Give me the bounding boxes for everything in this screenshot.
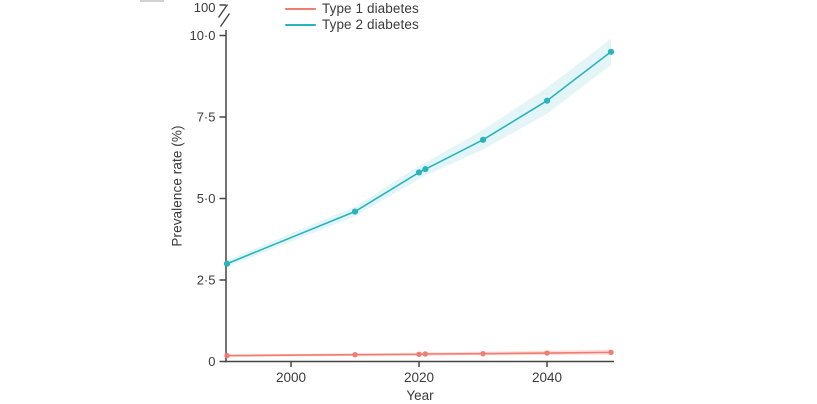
y-axis-title: Prevalence rate (%) [169,125,185,247]
type-1-diabetes-point [416,351,422,358]
type-2-diabetes-point [607,48,615,55]
axes: 100 0 2·5 5·0 7·5 10·0 2000 2020 2040 [189,0,614,385]
type-1-diabetes-point [544,350,550,356]
y-tick-label-100: 100 [194,0,216,15]
type-1-diabetes-points [224,349,614,359]
y-tick-label: 5·0 [197,191,216,206]
x-axis-title: Year [406,388,434,403]
legend-label-type-2: Type 2 diabetes [322,17,419,32]
legend: Type 1 diabetes Type 2 diabetes [285,1,419,33]
type-2-diabetes-point [479,136,487,143]
axis-break-slash-1 [217,4,229,18]
type-2-diabetes-confidence-band [227,38,611,267]
cropped-text-artifact [140,0,164,2]
x-tick-label: 2000 [276,370,306,385]
legend-label-type-1: Type 1 diabetes [322,1,419,16]
type-1-diabetes-point [224,352,230,359]
x-tick-label: 2040 [532,370,562,385]
y-tick-label: 10·0 [189,28,215,43]
axis-break-slash-2 [219,13,231,27]
type-1-line-swatch [285,8,316,10]
type-2-diabetes-point [422,166,429,173]
x-tick-label: 2020 [404,370,434,385]
type-2-line-swatch [285,24,316,26]
y-tick-label: 2·5 [197,273,216,288]
type-1-diabetes-point [480,350,486,357]
y-tick-label: 0 [208,354,215,369]
type-2-diabetes-point [543,97,551,104]
type-2-diabetes-point [351,208,359,215]
type-2-diabetes-point [415,169,423,176]
type-1-diabetes-point [608,349,614,356]
type-1-diabetes-point [352,351,358,358]
legend-item-type-2-diabetes: Type 2 diabetes [285,17,419,33]
y-tick-label: 7·5 [197,110,216,125]
legend-item-type-1-diabetes: Type 1 diabetes [285,1,419,17]
type-2-diabetes-points [223,48,615,267]
type-2-diabetes-point [223,260,231,267]
type-1-diabetes-point [422,351,429,357]
